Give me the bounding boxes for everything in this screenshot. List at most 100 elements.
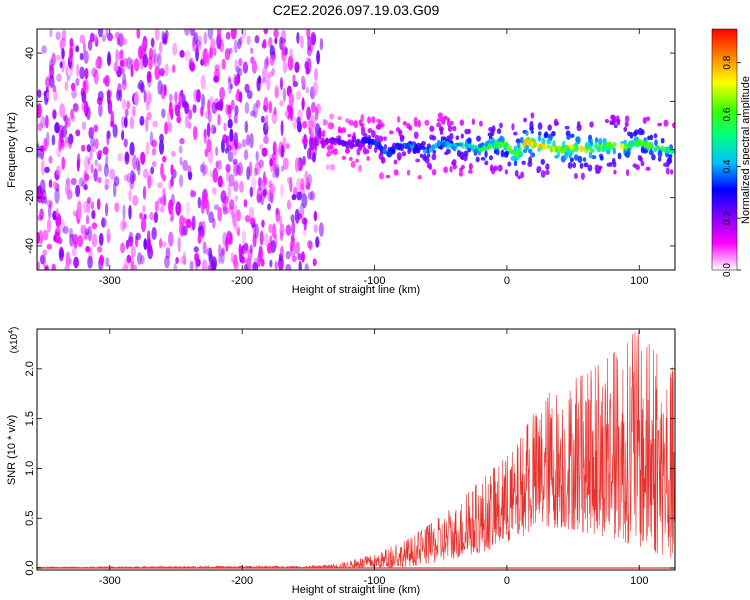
spectrogram-signal-cell: [400, 143, 405, 152]
spectrogram-noise-cell: [45, 77, 50, 86]
spectrogram-noise-cell: [244, 83, 250, 94]
spectrogram-noise-cell: [101, 217, 105, 228]
spectrogram-noise-cell: [114, 202, 120, 213]
spectrogram-noise-cell: [46, 218, 52, 233]
spectrogram-signal-cell: [517, 175, 521, 180]
spectrogram-noise-cell: [55, 165, 62, 176]
spectrogram-noise-cell: [56, 73, 62, 83]
spectrogram-noise-cell: [209, 47, 213, 59]
spectrogram-signal-cell: [398, 129, 403, 137]
spectrogram-noise-cell: [174, 104, 180, 117]
spectrogram-noise-cell: [184, 50, 191, 62]
spectrogram-signal-cell: [413, 131, 419, 140]
spectrogram-signal-cell: [422, 153, 428, 162]
spectrogram-noise-cell: [291, 220, 296, 236]
spectrogram-noise-cell: [244, 214, 251, 223]
spectrogram-signal-cell: [642, 149, 648, 154]
spectrogram-signal-cell: [426, 143, 432, 149]
spectrogram-signal-cell: [551, 130, 556, 137]
spectrogram-noise-cell: [306, 29, 311, 41]
spectrogram-noise-cell: [270, 184, 276, 195]
spectrogram-signal-cell: [447, 125, 453, 133]
spectrogram-noise-cell: [129, 170, 135, 185]
spectrogram-noise-cell: [126, 254, 132, 264]
spectrogram-noise-cell: [257, 176, 262, 188]
spectrogram-signal-cell: [606, 142, 612, 149]
spectrogram-noise-cell: [43, 196, 48, 205]
spectrogram-noise-cell: [225, 31, 231, 40]
spectrogram-signal-cell: [537, 134, 542, 142]
spectrogram-noise-cell: [70, 82, 76, 91]
spectrogram-signal-cell: [452, 163, 457, 170]
spectrogram-signal-cell: [325, 138, 330, 145]
spectrogram-noise-cell: [143, 89, 147, 103]
spectrogram-noise-cell: [235, 65, 240, 74]
spectrogram-signal-cell: [468, 169, 473, 174]
spectrogram-noise-cell: [192, 125, 198, 141]
spectrogram-noise-cell: [104, 183, 109, 191]
spectrogram-noise-cell: [267, 203, 271, 211]
spectrogram-noise-cell: [135, 232, 141, 241]
spectrogram-signal-cell: [330, 136, 335, 144]
spectrogram-noise-cell: [282, 59, 288, 74]
spectrogram-signal-cell: [566, 135, 571, 140]
spectrogram-signal-cell: [625, 169, 630, 177]
spectrogram-noise-cell: [279, 76, 284, 91]
spectrogram-noise-cell: [82, 41, 86, 54]
spectrogram-signal-cell: [396, 115, 401, 123]
spectrogram-signal-cell: [379, 144, 383, 152]
spectrogram-noise-cell: [239, 36, 243, 46]
spectrogram-noise-cell: [217, 159, 223, 171]
spectrogram-signal-cell: [532, 142, 537, 147]
spectrogram-noise-cell: [97, 176, 102, 184]
spectrogram-noise-cell: [218, 253, 222, 265]
spectrogram-noise-cell: [129, 58, 135, 66]
spectrogram-noise-cell: [121, 130, 125, 141]
spectrogram-noise-cell: [76, 152, 81, 168]
spectrogram-noise-cell: [292, 81, 299, 88]
spectrogram-signal-cell: [367, 116, 372, 124]
colorbar-ticks: 0.0 0.2 0.4 0.6 0.8: [722, 55, 741, 277]
spectrogram-noise-cell: [48, 179, 53, 188]
spectrogram-noise-cell: [263, 58, 269, 70]
spectrogram-noise-cell: [120, 242, 126, 254]
spectrogram-noise-cell: [121, 98, 127, 110]
spectrogram-noise-cell: [246, 35, 251, 45]
colorbar-gradient: [711, 28, 738, 271]
spectrogram-noise-cell: [128, 231, 134, 243]
spectrogram-noise-cell: [57, 237, 63, 245]
x-tick-label: 100: [630, 275, 648, 287]
spectrogram-noise-cell: [96, 198, 101, 211]
spectrogram-noise-cell: [89, 32, 95, 43]
spectrogram-signal-cell: [574, 146, 579, 152]
spectrogram-noise-cell: [189, 29, 196, 37]
spectrogram-signal-cell: [507, 161, 512, 167]
spectrogram-noise-cell: [75, 129, 81, 137]
spectrogram-noise-cell: [142, 35, 148, 52]
spectrogram-noise-cell: [205, 110, 209, 120]
spectrogram-noise-cell: [87, 39, 93, 51]
spectrogram-signal-cell: [449, 132, 454, 140]
spectrogram-signal-cell: [452, 159, 457, 166]
spectrogram-noise-cell: [102, 146, 109, 155]
spectrogram-noise-cell: [65, 66, 69, 77]
spectrogram-noise-cell: [314, 137, 320, 147]
spectrogram-signal-cell: [665, 167, 670, 175]
spectrogram-noise-cell: [217, 113, 221, 126]
spectrogram-noise-cell: [64, 80, 69, 92]
spectrogram-signal-cell: [670, 168, 674, 175]
spectrogram-noise-cell: [97, 29, 104, 38]
spectrogram-noise-cell: [280, 120, 284, 137]
spectrogram-noise-cell: [168, 231, 174, 247]
spectrogram-signal-cell: [611, 157, 616, 165]
spectrogram-signal-cell: [376, 123, 382, 130]
spectrogram-signal-cell: [530, 112, 535, 119]
spectrogram-noise-cell: [207, 99, 211, 114]
spectrogram-noise-cell: [158, 67, 165, 77]
spectrogram-noise-cell: [261, 147, 268, 157]
spectrogram-signal-cell: [353, 120, 359, 129]
spectrogram-noise-cell: [70, 178, 77, 186]
spectrogram-noise-cell: [246, 256, 251, 267]
x-tick-label: 100: [630, 575, 648, 587]
x-tick-label: -200: [231, 575, 253, 587]
